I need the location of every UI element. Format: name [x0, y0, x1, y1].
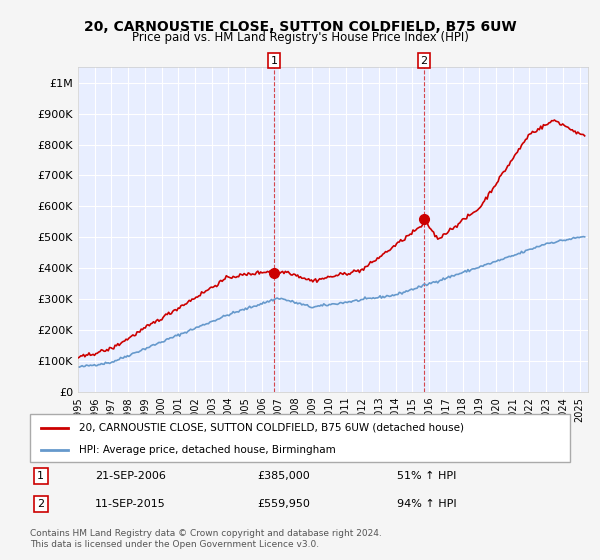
Text: 94% ↑ HPI: 94% ↑ HPI — [397, 499, 457, 509]
Text: 2: 2 — [37, 499, 44, 509]
Text: 2: 2 — [421, 55, 428, 66]
Text: 51% ↑ HPI: 51% ↑ HPI — [397, 471, 457, 481]
Text: 20, CARNOUSTIE CLOSE, SUTTON COLDFIELD, B75 6UW: 20, CARNOUSTIE CLOSE, SUTTON COLDFIELD, … — [83, 20, 517, 34]
Text: £385,000: £385,000 — [257, 471, 310, 481]
Text: 20, CARNOUSTIE CLOSE, SUTTON COLDFIELD, B75 6UW (detached house): 20, CARNOUSTIE CLOSE, SUTTON COLDFIELD, … — [79, 423, 464, 433]
Text: £559,950: £559,950 — [257, 499, 310, 509]
Text: 1: 1 — [271, 55, 277, 66]
Text: 11-SEP-2015: 11-SEP-2015 — [95, 499, 166, 509]
Text: Contains HM Land Registry data © Crown copyright and database right 2024.
This d: Contains HM Land Registry data © Crown c… — [30, 529, 382, 549]
FancyBboxPatch shape — [30, 414, 570, 462]
Text: 1: 1 — [37, 471, 44, 481]
Text: HPI: Average price, detached house, Birmingham: HPI: Average price, detached house, Birm… — [79, 445, 335, 455]
Text: 21-SEP-2006: 21-SEP-2006 — [95, 471, 166, 481]
Text: Price paid vs. HM Land Registry's House Price Index (HPI): Price paid vs. HM Land Registry's House … — [131, 31, 469, 44]
